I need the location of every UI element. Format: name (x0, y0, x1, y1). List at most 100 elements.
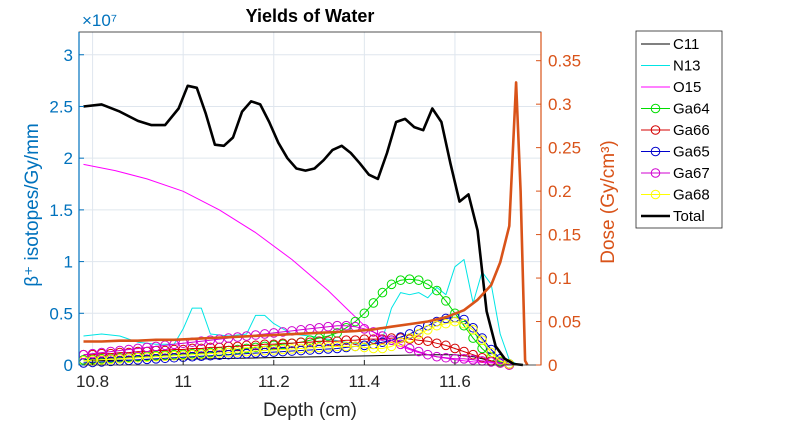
grid-lines (79, 32, 541, 366)
point-ga66 (268, 339, 279, 350)
point-ga66 (332, 336, 342, 347)
legend-label-ga67: Ga67 (673, 165, 710, 182)
point-ga66 (124, 347, 134, 358)
series-line-dose (83, 81, 529, 366)
y-left-tick-label: 1.5 (49, 201, 73, 220)
point-ga66 (160, 345, 170, 356)
point-ga67 (87, 348, 98, 359)
point-ga68 (377, 343, 388, 354)
point-ga68 (350, 341, 361, 352)
point-ga68 (395, 337, 406, 348)
point-ga67 (341, 320, 352, 331)
point-ga64 (432, 285, 442, 296)
chart-title: Yields of Water (246, 6, 375, 26)
y-axis-right-label: Dose (Gy/cm³) (598, 140, 619, 264)
point-ga66 (441, 340, 451, 351)
point-ga66 (477, 352, 487, 363)
legend-label-n13: N13 (673, 58, 701, 75)
y-left-tick-label: 1 (64, 253, 73, 272)
point-ga68 (441, 318, 451, 329)
series-line-n13 (83, 259, 519, 366)
point-ga68 (413, 329, 424, 339)
legend-marker-ga67 (650, 168, 661, 178)
point-ga67 (196, 336, 207, 347)
y-axis-left-label: β⁺ isotopes/Gy/mm (22, 123, 43, 287)
point-ga64 (241, 343, 252, 354)
point-ga66 (232, 341, 243, 352)
y-left-tick-label: 0.5 (49, 304, 73, 323)
point-ga66 (287, 338, 297, 349)
point-ga64 (377, 287, 388, 298)
point-ga68 (359, 342, 370, 353)
point-ga66 (350, 335, 361, 345)
point-ga64 (422, 279, 433, 290)
point-ga67 (268, 328, 279, 338)
point-ga65 (395, 332, 406, 342)
point-ga67 (214, 334, 225, 344)
y-right-tick-label: 0.35 (548, 52, 581, 71)
y-left-tick-label: 2 (64, 149, 73, 168)
point-ga64 (404, 274, 415, 284)
point-ga67 (459, 353, 469, 364)
point-ga66 (450, 343, 460, 354)
point-ga65 (377, 337, 388, 348)
point-ga68 (404, 333, 415, 343)
point-ga67 (377, 331, 388, 341)
x-tick-label: 10.8 (76, 372, 109, 391)
point-ga64 (386, 279, 397, 290)
point-ga64 (413, 275, 424, 285)
point-ga66 (459, 346, 469, 357)
legend-marker-ga66 (650, 125, 661, 135)
plot-area (79, 32, 541, 365)
point-ga67 (441, 352, 451, 363)
legend-label-total: Total (673, 208, 705, 225)
y-left-tick-label: 0 (64, 356, 73, 375)
point-ga66 (196, 343, 207, 354)
legend-marker-ga68 (650, 189, 661, 200)
y-right-tick-label: 0.2 (548, 182, 572, 201)
y-exponent-label: ×10⁷ (82, 11, 117, 30)
point-ga67 (468, 355, 478, 365)
legend-label-ga65: Ga65 (673, 144, 710, 161)
point-ga67 (486, 357, 496, 367)
legend-label-ga64: Ga64 (673, 101, 710, 118)
point-ga66 (468, 349, 478, 360)
x-tick-label: 11 (174, 372, 192, 391)
point-ga67 (432, 351, 442, 362)
point-ga66 (305, 337, 315, 348)
point-ga68 (486, 347, 496, 358)
point-ga67 (96, 347, 107, 358)
x-tick-label: 11.4 (348, 372, 380, 391)
series-line-total (83, 84, 524, 367)
y-right-tick-label: 0.1 (548, 269, 572, 288)
point-ga67 (404, 343, 415, 354)
legend-marker-ga64 (650, 103, 661, 114)
point-ga67 (205, 335, 216, 345)
legend-label-ga68: Ga68 (673, 187, 710, 204)
point-ga66 (432, 338, 442, 349)
legend-label-ga66: Ga66 (673, 122, 710, 139)
point-ga67 (323, 321, 333, 332)
point-ga68 (477, 335, 487, 345)
point-ga68 (386, 341, 397, 352)
point-ga68 (450, 316, 460, 327)
legend-marker-ga65 (650, 146, 661, 157)
legend: C11 N13 O15 Ga64 Ga66 Ga65 Ga67 Ga68 Total (635, 30, 723, 229)
point-ga68 (432, 320, 442, 331)
y-right-tick-label: 0.15 (548, 226, 581, 245)
y-left-tick-label: 3 (64, 46, 73, 65)
point-ga68 (468, 325, 478, 335)
y-right-tick-label: 0 (548, 356, 557, 375)
point-ga67 (422, 349, 433, 360)
legend-label-o15: O15 (673, 79, 701, 96)
point-ga66 (250, 340, 261, 351)
y-right-tick-label: 0.05 (548, 313, 581, 332)
series-layer (78, 81, 529, 370)
point-ga64 (368, 298, 379, 308)
x-tick-label: 11.6 (439, 372, 471, 391)
axes: 10.8 11 11.2 11.4 11.6 0 0.5 1 1.5 2 2.5 3 0 0.05 0.1 0… (49, 32, 581, 391)
point-ga64 (350, 316, 361, 327)
point-ga67 (368, 327, 379, 337)
point-ga67 (151, 341, 161, 352)
